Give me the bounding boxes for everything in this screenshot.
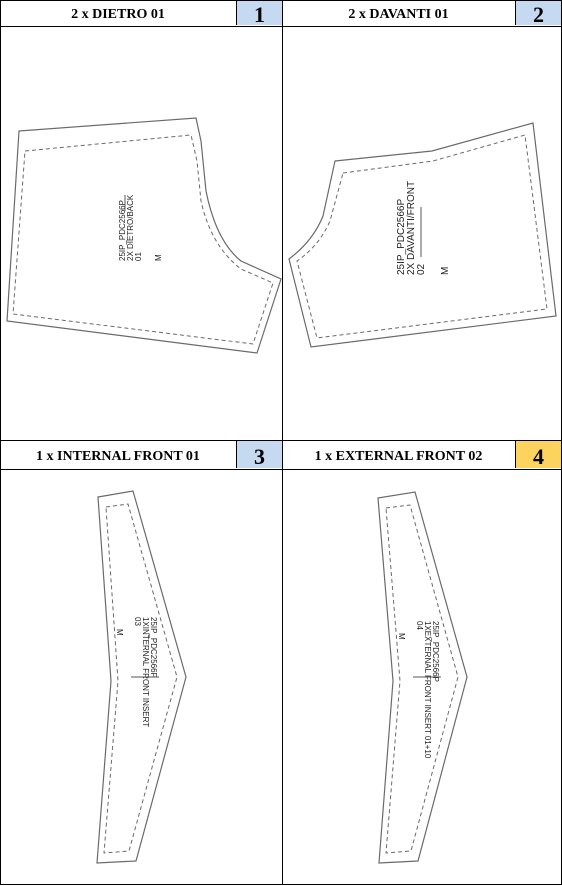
- front-piece-desc: 2X DAVANTI/FRONT: [406, 181, 417, 275]
- panel-2-title: 2 x DAVANTI 01: [348, 7, 449, 22]
- internal-insert-desc: 1XINTERNAL FRONT INSERT: [141, 617, 150, 727]
- back-piece-seam: [12, 134, 274, 345]
- panel-1-title: 2 x DIETRO 01: [71, 7, 165, 22]
- internal-insert-seam: [103, 503, 178, 854]
- external-insert-desc: 1XEXTERNAL FRONT INSERT 01+10: [423, 621, 432, 759]
- back-piece-size: M: [154, 254, 163, 261]
- internal-front-insert-drawing: 25IP_PDC2566P 1XINTERNAL FRONT INSERT 03…: [96, 490, 187, 864]
- panel-1-header: 2 x DIETRO 01 1: [1, 1, 282, 27]
- front-piece-size: M: [440, 267, 451, 275]
- panel-2-header: 2 x DAVANTI 01 2: [283, 1, 561, 27]
- external-insert-size: M: [397, 633, 406, 640]
- internal-insert-code: 25IP_PDC2566P: [149, 617, 158, 678]
- front-piece-number: 02: [416, 263, 427, 275]
- external-insert-seam: [385, 504, 459, 854]
- back-piece-outline: [6, 117, 282, 354]
- external-insert-code: 25IP_PDC2566P: [431, 621, 440, 682]
- back-piece-drawing: 25IP_PDC2566P 2X DIETRO/BACK 01 M: [6, 117, 282, 354]
- panel-4-header: 1 x EXTERNAL FRONT 02 4: [283, 441, 561, 470]
- panel-4-title: 1 x EXTERNAL FRONT 02: [314, 449, 483, 464]
- panel-3: 1 x INTERNAL FRONT 01 3 25IP_PDC2566P 1X…: [0, 440, 283, 885]
- external-front-insert-drawing: 25IP_PDC2566P 1XEXTERNAL FRONT INSERT 01…: [377, 491, 468, 864]
- front-piece-outline: [288, 122, 557, 348]
- panel-4: 1 x EXTERNAL FRONT 02 4 25IP_PDC2566P 1X…: [282, 440, 562, 885]
- front-piece-code: 25IP_PDC2566P: [396, 199, 407, 275]
- panel-1-number: 1: [236, 1, 282, 27]
- back-piece-number: 01: [134, 252, 143, 261]
- panel-3-header: 1 x INTERNAL FRONT 01 3: [1, 441, 282, 470]
- front-piece-drawing: 25IP_PDC2566P 2X DAVANTI/FRONT 02 M: [288, 122, 557, 348]
- internal-insert-number: 03: [133, 617, 142, 626]
- external-insert-number: 04: [415, 621, 424, 630]
- panel-4-number: 4: [515, 441, 561, 469]
- panel-2: 2 x DAVANTI 01 2 25IP_PDC2566P 2X DAVANT…: [282, 0, 562, 441]
- panel-1: 2 x DIETRO 01 1 25IP_PDC2566P 2X DIETRO/…: [0, 0, 283, 441]
- panel-3-number: 3: [236, 441, 282, 469]
- panel-2-number: 2: [515, 1, 561, 27]
- internal-insert-size: M: [115, 629, 124, 636]
- panel-3-title: 1 x INTERNAL FRONT 01: [36, 449, 200, 464]
- back-piece-desc: 2X DIETRO/BACK: [126, 194, 135, 261]
- back-piece-code: 25IP_PDC2566P: [118, 200, 127, 261]
- front-piece-seam: [296, 134, 548, 339]
